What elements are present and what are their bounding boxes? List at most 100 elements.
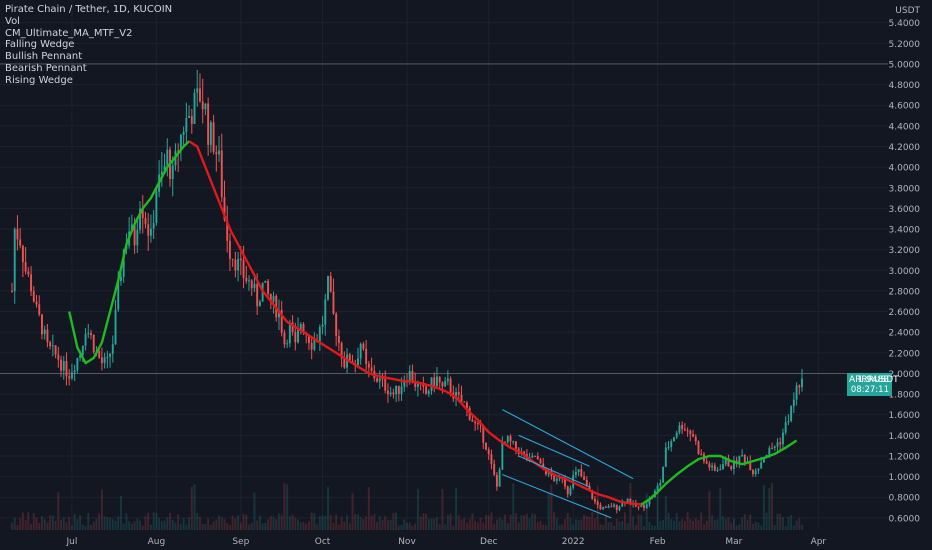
volume-bar [730, 522, 733, 530]
indicator-vol[interactable]: Vol [5, 15, 20, 27]
volume-bar [403, 519, 406, 530]
volume-bar [438, 524, 441, 530]
volume-bar [588, 517, 591, 530]
symbol-label: ARRRUSDT [849, 374, 899, 385]
volume-bar [465, 522, 468, 530]
price-tick-label: 0.8000 [889, 494, 921, 504]
volume-bar [615, 518, 618, 530]
volume-bar [76, 519, 79, 530]
price-axis[interactable]: 0.6000 0.8000 1.0000 1.2000 1.4000 1.6000 1.80… [889, 6, 921, 524]
volume-bar [735, 525, 738, 530]
volume-bar [414, 523, 417, 530]
candle-body [607, 506, 610, 508]
volume-bar [185, 524, 188, 530]
candle-body [223, 197, 226, 220]
volume-bar [125, 513, 128, 530]
volume-bar [65, 522, 68, 530]
volume-bar [294, 517, 297, 530]
indicator-ma[interactable]: CM_Ultimate_MA_MTF_V2 [5, 27, 133, 39]
volume-bar [21, 512, 24, 530]
volume-bar [49, 515, 52, 530]
volume-bar [324, 515, 327, 530]
volume-bar [57, 492, 60, 530]
candle-body [580, 469, 583, 477]
indicator-rising-wedge[interactable]: Rising Wedge [5, 74, 73, 86]
candle-body [577, 469, 580, 472]
candle-body [773, 446, 776, 449]
volume-bar [425, 513, 428, 530]
volume-bar [564, 519, 566, 530]
price-tick-label: 4.6000 [889, 102, 921, 112]
volume-bar [602, 525, 605, 530]
candle-body [329, 275, 332, 292]
volume-bar [223, 519, 226, 530]
candle-body [54, 345, 57, 355]
candle-body [220, 150, 223, 198]
volume-bar [610, 522, 613, 530]
indicator-falling-wedge[interactable]: Falling Wedge [5, 39, 75, 51]
volume-bar [449, 513, 452, 530]
indicator-bearish-pennant[interactable]: Bearish Pennant [5, 62, 87, 74]
volume-bar [702, 524, 705, 530]
volume-bar [337, 524, 340, 530]
candle-body [228, 240, 231, 259]
volume-bar [762, 485, 765, 530]
candle-body [594, 498, 596, 502]
chart-title[interactable]: Pirate Chain / Tether, 1D, KUCOIN [5, 4, 173, 15]
candle-body [256, 283, 259, 307]
indicator-bullish-pennant[interactable]: Bullish Pennant [5, 51, 83, 63]
candle-body [149, 228, 152, 236]
volume-bar [411, 525, 414, 530]
candle-body [139, 208, 141, 230]
volume-bar [444, 524, 447, 530]
volume-bar [100, 489, 103, 530]
price-tick-label: 3.2000 [889, 246, 921, 256]
volume-bar [700, 512, 703, 530]
volume-bar [754, 521, 757, 530]
volume-bar [226, 523, 229, 530]
candle-body [348, 354, 351, 362]
volume-bar [732, 518, 735, 530]
falling-wedge-pattern [502, 409, 634, 519]
volume-bar [160, 521, 163, 530]
volume-bar [651, 525, 654, 530]
volume-bar [711, 515, 714, 530]
candle-body [574, 471, 577, 476]
candle-body [163, 165, 166, 172]
volume-bar [373, 513, 376, 530]
volume-bar [141, 525, 144, 530]
price-tick-label: 3.0000 [889, 267, 921, 277]
volume-bar [286, 484, 289, 530]
volume-bar [681, 518, 684, 530]
candle-body [485, 442, 487, 450]
candle-body [253, 283, 256, 289]
price-tick-label: 2.6000 [889, 308, 921, 318]
volume-bar [523, 515, 526, 530]
volume-bar [193, 484, 196, 530]
candle-body [188, 115, 191, 118]
volume-bar [771, 482, 774, 530]
candle-body [455, 391, 457, 399]
candle-body [19, 239, 22, 246]
candle-body [70, 372, 73, 379]
candle-body [185, 117, 188, 132]
volume-bar [724, 518, 727, 530]
volume-bar [577, 520, 580, 530]
candle-body [294, 331, 297, 343]
candle-body [62, 361, 65, 371]
volume-bar [384, 516, 387, 530]
volume-bar [607, 522, 610, 530]
volume-bar [237, 515, 240, 530]
volume-bar [618, 521, 621, 530]
time-axis[interactable]: Jul Aug Sep Oct Nov Dec 2022 Feb Mar Apr [66, 537, 827, 547]
volume-bar [637, 514, 640, 530]
candle-body [376, 378, 378, 382]
candle-body [179, 134, 182, 151]
volume-bar [98, 513, 101, 530]
candle-body [692, 434, 694, 437]
price-tick-label: 2.0000 [889, 370, 921, 380]
volume-bar [495, 519, 498, 530]
volume-bar [376, 521, 378, 530]
time-tick-label: Apr [811, 537, 827, 547]
